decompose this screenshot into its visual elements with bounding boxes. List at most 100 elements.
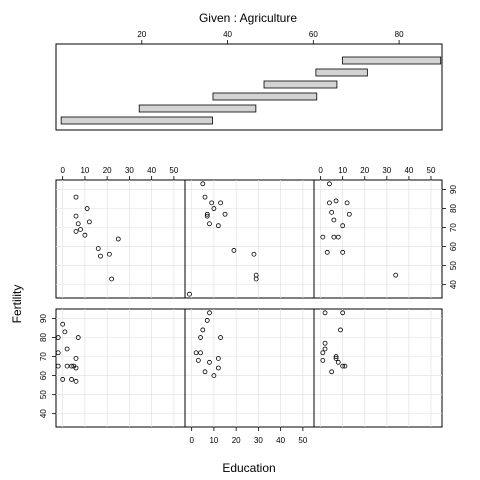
data-point: [204, 318, 210, 323]
data-point: [60, 377, 66, 382]
data-point: [211, 206, 217, 211]
given-panel: 20 40 60 80: [55, 30, 443, 131]
data-point: [393, 272, 399, 278]
x-axis-tick-label: 50: [169, 166, 178, 175]
data-point: [231, 248, 237, 253]
x-axis-tick-label: 40: [404, 166, 413, 175]
x-axis-tick-label: 0: [60, 166, 65, 175]
data-point: [253, 276, 259, 282]
data-point: [322, 346, 328, 352]
data-point: [195, 357, 201, 363]
data-point: [198, 350, 203, 356]
y-axis-tick-label: 40: [39, 409, 48, 418]
y-axis-tick-label: 70: [39, 352, 48, 361]
data-point: [344, 200, 350, 206]
given-axis-tick-label: 40: [223, 30, 232, 39]
x-axis-tick-label: 50: [298, 436, 307, 445]
data-point: [193, 350, 199, 356]
chart-title: Given : Agriculture: [199, 11, 297, 25]
x-axis-tick-label: 40: [276, 436, 285, 445]
given-interval-bar: [212, 92, 318, 101]
data-point: [251, 251, 257, 257]
data-point: [215, 223, 221, 229]
data-point: [329, 369, 335, 375]
data-point: [322, 340, 328, 346]
x-axis-tick-label: 0: [318, 166, 323, 175]
given-interval-bar: [138, 104, 257, 113]
data-point: [62, 329, 68, 335]
data-point: [340, 223, 346, 229]
data-point: [340, 310, 346, 316]
x-axis-tick-label: 30: [125, 166, 134, 175]
data-point: [187, 291, 192, 297]
y-axis-tick-label: 70: [449, 223, 458, 232]
y-axis-tick-label: 80: [39, 333, 48, 342]
given-axis-tick-label: 80: [395, 30, 404, 39]
data-point: [198, 335, 203, 340]
data-point: [82, 232, 88, 238]
data-point: [207, 310, 212, 316]
x-axis-tick-label: 20: [360, 166, 369, 175]
data-point: [86, 219, 92, 225]
data-point: [335, 234, 341, 240]
data-point: [209, 200, 215, 206]
data-point: [55, 350, 61, 356]
y-axis-tick-label: 50: [39, 390, 48, 399]
given-interval-bar: [263, 80, 338, 89]
data-point: [215, 365, 221, 371]
data-point: [329, 209, 335, 215]
x-axis-tick-label: 30: [254, 436, 263, 445]
given-axis-tick-label: 60: [309, 30, 318, 39]
data-point: [322, 310, 328, 316]
y-axis-tick-label: 60: [39, 371, 48, 380]
data-point: [333, 354, 339, 359]
data-point: [222, 211, 228, 217]
data-point: [211, 373, 217, 379]
data-point: [320, 357, 326, 363]
data-point: [327, 181, 332, 187]
scatter-panels: 0 10 20 30 40 50 0 10 20 30 40 50 0 10 20 30 40 50 40 50 60 7…: [39, 166, 458, 445]
data-point: [340, 363, 346, 369]
data-point: [115, 236, 121, 242]
given-interval-bar: [342, 56, 442, 65]
data-point: [55, 335, 61, 340]
data-point: [69, 377, 74, 382]
x-axis-tick-label: 20: [232, 436, 241, 445]
data-point: [64, 363, 70, 369]
x-axis-tick-label: 40: [147, 166, 156, 175]
data-point: [200, 327, 206, 333]
data-point: [346, 211, 352, 217]
y-axis-tick-label: 90: [39, 314, 48, 323]
data-point: [218, 335, 223, 340]
panel-row-frame: [55, 179, 443, 299]
data-point: [60, 321, 66, 327]
data-point: [109, 276, 115, 282]
data-point: [106, 251, 112, 257]
data-point: [73, 213, 79, 219]
data-point: [338, 327, 343, 333]
y-axis-tick-label: 50: [449, 261, 458, 270]
data-point: [75, 335, 81, 340]
given-interval-bar: [315, 68, 368, 77]
x-axis-tick-label: 20: [103, 166, 112, 175]
data-point: [64, 346, 70, 352]
data-point: [207, 221, 212, 227]
x-axis-tick-label: 10: [209, 436, 218, 445]
data-point: [73, 194, 79, 200]
data-point: [324, 249, 330, 255]
data-point: [55, 363, 61, 369]
given-panel-frame: [55, 43, 443, 131]
data-point: [342, 363, 348, 369]
data-point: [73, 356, 79, 361]
data-point: [73, 365, 79, 371]
data-point: [202, 369, 208, 375]
x-axis-tick-label: 30: [382, 166, 391, 175]
given-axis-tick-label: 20: [137, 30, 146, 39]
data-point: [95, 246, 101, 251]
data-point: [84, 206, 90, 211]
data-point: [207, 359, 212, 365]
data-point: [331, 234, 337, 240]
data-point: [320, 350, 326, 356]
y-axis-label: Fertility: [10, 285, 24, 324]
